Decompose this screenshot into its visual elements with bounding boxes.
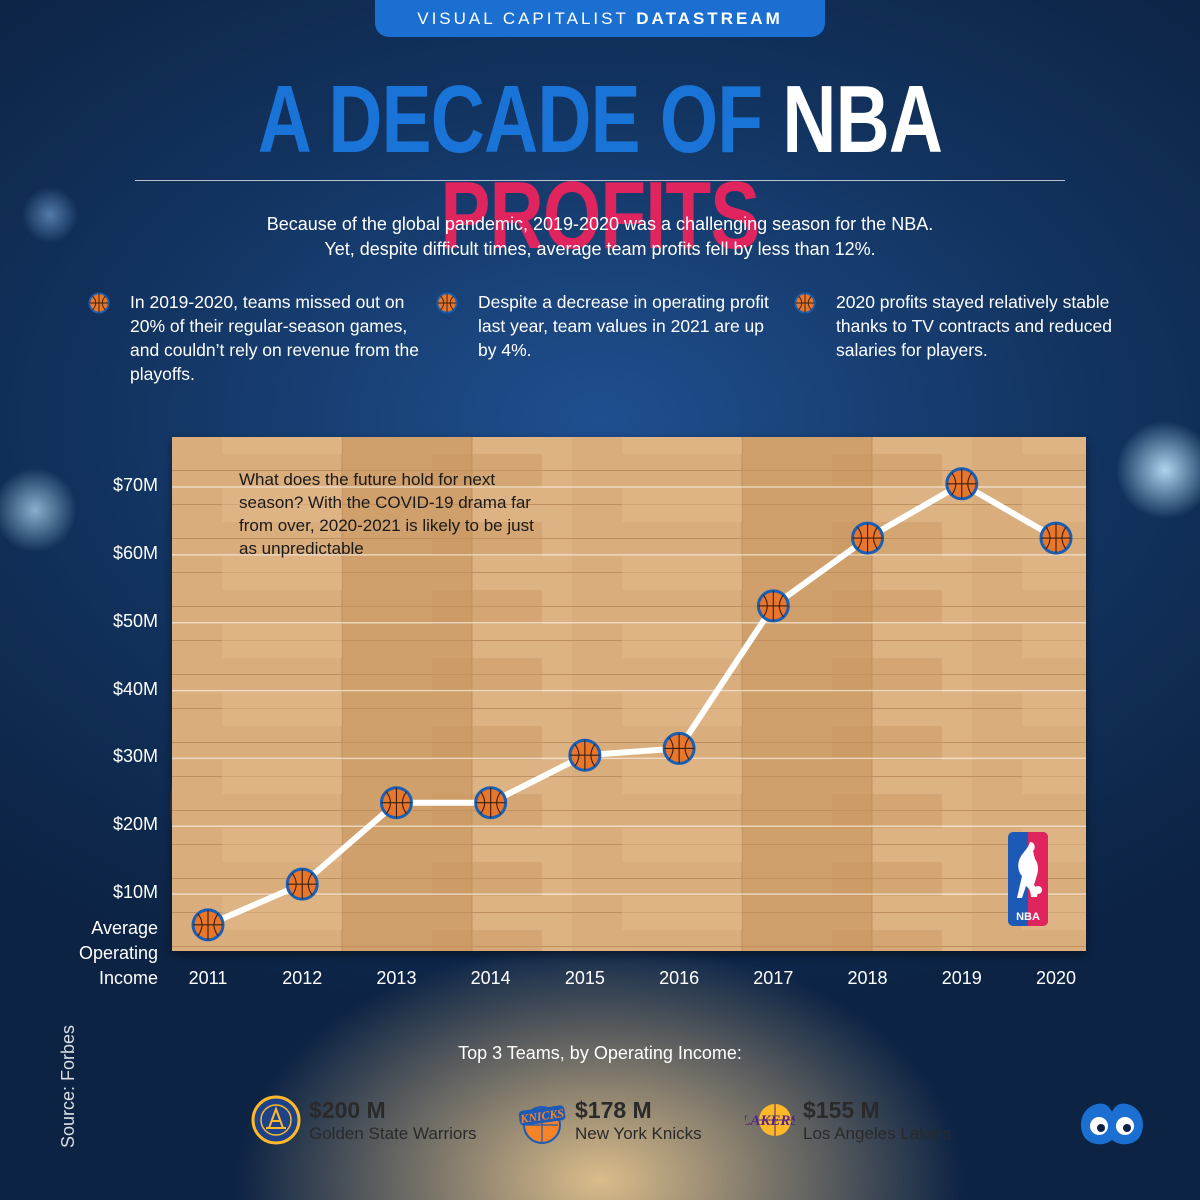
brand-light: VISUAL CAPITALIST bbox=[417, 9, 629, 28]
y-tick-label: $10M bbox=[112, 882, 158, 903]
team-1-value: $200 M bbox=[309, 1097, 386, 1123]
x-tick-label: 2016 bbox=[659, 968, 700, 988]
bullet-2: Despite a decrease in operating profit l… bbox=[430, 290, 778, 362]
brand-bold: DATASTREAM bbox=[636, 9, 783, 28]
basketball-icon bbox=[88, 292, 110, 314]
y-axis-title: Average Operating Income bbox=[8, 916, 158, 991]
svg-text:KNICKS: KNICKS bbox=[518, 1106, 565, 1126]
bullet-1-text: In 2019-2020, teams missed out on 20% of… bbox=[130, 292, 419, 384]
nba-logo: NBA bbox=[1008, 832, 1048, 926]
x-tick-label: 2011 bbox=[188, 968, 228, 988]
chart-annotation: What does the future hold for next seaso… bbox=[239, 470, 534, 558]
data-point-2018 bbox=[851, 521, 885, 555]
x-tick-label: 2018 bbox=[847, 968, 888, 988]
x-tick-label: 2015 bbox=[564, 968, 605, 988]
top-teams-title: Top 3 Teams, by Operating Income: bbox=[458, 1043, 742, 1063]
data-point-2020 bbox=[1039, 521, 1073, 555]
y-tick-label: $50M bbox=[112, 610, 158, 631]
team-1-name: Golden State Warriors bbox=[309, 1124, 477, 1143]
svg-text:LAKERS: LAKERS bbox=[745, 1113, 795, 1129]
y-axis-title-line-1: Average bbox=[91, 918, 158, 938]
bullet-3: 2020 profits stayed relatively stable th… bbox=[788, 290, 1156, 362]
data-point-2014 bbox=[474, 786, 508, 820]
data-point-2016 bbox=[662, 731, 696, 765]
data-point-2015 bbox=[568, 738, 602, 772]
intro-text: Because of the global pandemic, 2019-202… bbox=[0, 212, 1200, 262]
intro-line-1: Because of the global pandemic, 2019-202… bbox=[266, 214, 934, 234]
y-tick-label: $60M bbox=[112, 542, 158, 563]
intro-line-2: Yet, despite difficult times, average te… bbox=[324, 239, 876, 259]
title-part-1: A DECADE OF bbox=[257, 66, 783, 173]
team-3-value: $155 M bbox=[803, 1097, 880, 1123]
y-tick-label: $20M bbox=[112, 814, 158, 835]
x-tick-label: 2019 bbox=[941, 968, 982, 988]
basketball-icon bbox=[436, 292, 458, 314]
team-2-name: New York Knicks bbox=[575, 1124, 702, 1143]
x-tick-label: 2017 bbox=[753, 968, 794, 988]
basketball-icon bbox=[794, 292, 816, 314]
x-tick-label: 2012 bbox=[282, 968, 323, 988]
title-divider bbox=[135, 180, 1065, 181]
team-3-name: Los Angeles Lakers bbox=[803, 1124, 952, 1143]
y-axis-title-line-2: Operating bbox=[78, 943, 158, 963]
y-tick-label: $70M bbox=[112, 475, 158, 495]
team-2-value: $178 M bbox=[575, 1097, 652, 1123]
title-part-3: PROFITS bbox=[440, 162, 760, 269]
bullet-2-text: Despite a decrease in operating profit l… bbox=[478, 292, 769, 360]
data-point-2019 bbox=[945, 467, 979, 501]
x-tick-label: 2020 bbox=[1035, 968, 1077, 988]
x-tick-label: 2013 bbox=[376, 968, 417, 988]
y-tick-label: $40M bbox=[112, 678, 158, 699]
data-point-2017 bbox=[756, 589, 790, 623]
data-point-2011 bbox=[191, 908, 225, 942]
bullet-3-text: 2020 profits stayed relatively stable th… bbox=[836, 292, 1112, 360]
y-tick-label: $30M bbox=[112, 746, 158, 767]
brand-header: VISUAL CAPITALIST DATASTREAM bbox=[375, 0, 825, 37]
lakers-logo-icon: LAKERS bbox=[745, 1104, 795, 1136]
series-line bbox=[205, 480, 1059, 928]
gridlines bbox=[172, 486, 1086, 895]
page-title: A DECADE OF NBA PROFITS bbox=[132, 72, 1068, 264]
x-tick-label: 2014 bbox=[470, 968, 511, 988]
knicks-logo-icon: KNICKS bbox=[518, 1105, 566, 1144]
data-point-2013 bbox=[379, 786, 413, 820]
nba-logo-text: NBA bbox=[1016, 911, 1040, 923]
data-point-2012 bbox=[285, 867, 319, 901]
title-part-2: NBA bbox=[782, 66, 943, 173]
y-axis-title-line-3: Income bbox=[98, 968, 158, 988]
visual-capitalist-logo-icon bbox=[1081, 1103, 1143, 1145]
warriors-logo-icon bbox=[251, 1095, 301, 1145]
bullet-1: In 2019-2020, teams missed out on 20% of… bbox=[82, 290, 430, 386]
